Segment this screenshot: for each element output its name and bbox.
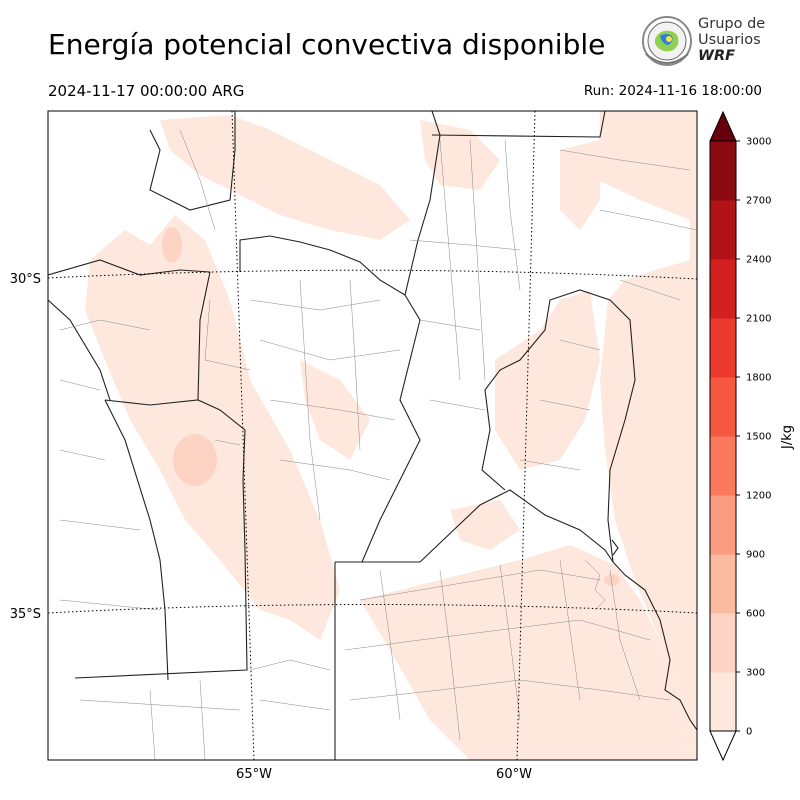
colorbar-tick-label: 0 — [746, 727, 752, 738]
colorbar: 0 300 600 900 1200 1500 1800 2100 2400 2700 3000 — [709, 110, 771, 762]
map-title: Energía potencial convectiva disponible — [48, 28, 606, 61]
colorbar-segment — [710, 377, 736, 437]
colorbar-segment — [710, 259, 736, 319]
cape-shading — [85, 111, 697, 760]
colorbar-segment — [710, 141, 736, 201]
colorbar-segment — [710, 200, 736, 260]
colorbar-tick-label: 600 — [746, 609, 765, 620]
logo-line-1: Grupo de — [698, 16, 766, 32]
colorbar-segment — [710, 495, 736, 555]
colorbar-segment — [710, 672, 736, 732]
map-frame — [47, 110, 698, 761]
colorbar-label: J/kg — [780, 425, 795, 450]
colorbar-tick-label: 2700 — [746, 196, 771, 207]
coastline — [612, 561, 697, 731]
colorbar-tick-label: 3000 — [746, 137, 771, 148]
colorbar-tick-label: 300 — [746, 668, 765, 679]
colorbar-segment — [710, 318, 736, 378]
colorbar-tick-label: 2400 — [746, 255, 771, 266]
cape-shading-300 — [162, 227, 620, 586]
colorbar-segment — [710, 554, 736, 614]
valid-time: 2024-11-17 00:00:00 ARG — [48, 82, 245, 100]
globe-icon — [642, 16, 692, 66]
colorbar-tick-label: 1500 — [746, 432, 771, 443]
logo-line-3: WRF — [698, 48, 736, 64]
colorbar-extend-min — [709, 730, 737, 762]
colorbar-tick-label: 1200 — [746, 491, 771, 502]
graticule — [48, 111, 697, 760]
lat-label-30s: 30°S — [10, 272, 41, 287]
department-borders — [59, 129, 697, 760]
colorbar-tick-label: 900 — [746, 550, 765, 561]
wrf-logo: Grupo de Usuarios WRF — [638, 14, 768, 70]
colorbar-tick-label: 2100 — [746, 314, 771, 325]
province-borders — [48, 111, 636, 760]
lat-label-35s: 35°S — [10, 607, 41, 622]
lon-label-60w: 60°W — [496, 767, 532, 782]
colorbar-extend-max — [709, 110, 737, 142]
colorbar-tick-label: 1800 — [746, 373, 771, 384]
run-time: Run: 2024-11-16 18:00:00 — [583, 83, 762, 99]
colorbar-segment — [710, 436, 736, 496]
colorbar-segment — [710, 613, 736, 673]
lon-label-65w: 65°W — [236, 767, 272, 782]
logo-line-2: Usuarios — [698, 32, 761, 48]
